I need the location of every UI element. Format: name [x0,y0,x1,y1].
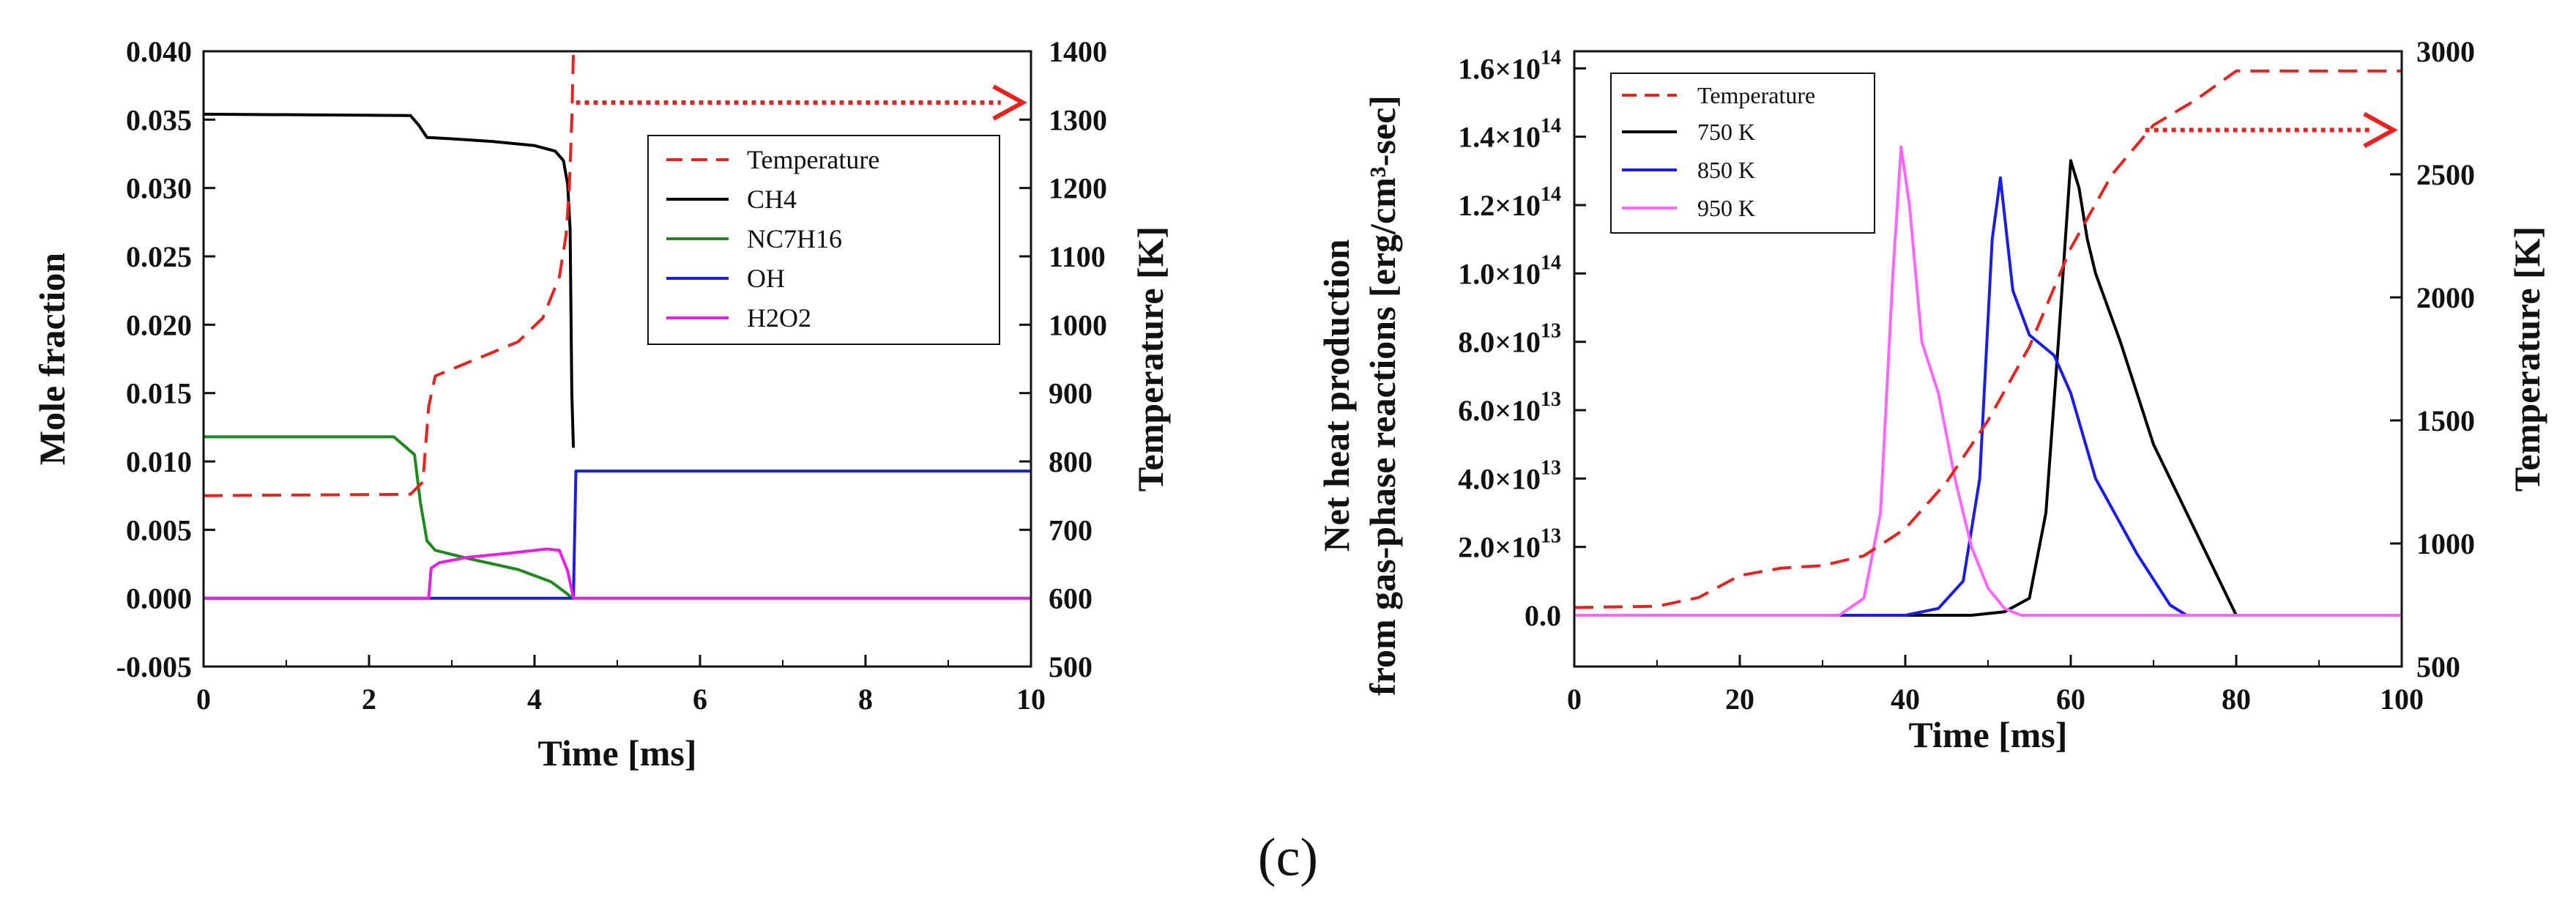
left-chart: -0.005 0.000 0.005 0.010 0.015 0.020 0.025 0.03… [31,35,1171,773]
right-chart: 0.0 2.0×1013 4.0×1013 6.0×1013 8.0×1013 1.0×1… [1316,35,2547,755]
left-y-tick-labels: -0.005 0.000 0.005 0.010 0.015 0.020 0.025 0.03… [116,35,192,683]
right-y-axis-title-line1: Net heat production [1316,239,1357,552]
left-legend-label-oh: OH [747,264,785,293]
left-y-tick-label: 0.020 [126,308,192,341]
right-y2-tick-label: 3000 [2416,35,2475,68]
right-x-tick-labels: 0 20 40 60 80 100 [1567,683,2424,716]
right-x-tick-label: 20 [1725,683,1754,716]
left-x-tick-label: 0 [196,683,211,716]
left-x-tick-label: 8 [858,683,873,716]
left-y-tick-label: 0.030 [126,172,192,205]
right-y-tick-label: 1.6×1014 [1458,46,1561,85]
right-y2-tick-label: 1000 [2416,527,2475,560]
left-temperature-arrow-head [992,84,1027,121]
right-legend-label-750k: 750 K [1697,119,1755,145]
left-y-tick-label: 0.025 [126,240,192,273]
right-y2-axis-title: Temperature [K] [2506,226,2547,491]
right-legend: Temperature 750 K 850 K 950 K [1610,73,1875,234]
right-y2-tick-label: 2500 [2416,158,2475,191]
left-y-tick-label: 0.000 [126,582,192,615]
right-series-clip [1574,69,2402,617]
left-x-tick-label: 10 [1016,683,1046,716]
left-legend-label-nc7h16: NC7H16 [747,224,842,253]
right-x-tick-label: 80 [2222,683,2251,716]
left-series-clip [204,51,1031,600]
right-legend-box [1610,73,1875,234]
right-series-850-k [1574,176,2402,617]
right-series-950-k [1574,145,2402,617]
left-y-tick-label: 0.015 [126,377,192,410]
right-series-temperature [1574,69,2402,609]
left-y2-tick-label: 1200 [1049,172,1107,205]
right-x-tick-label: 60 [2056,683,2085,716]
left-series-oh [204,470,1031,600]
left-legend-label-ch4: CH4 [747,185,797,214]
right-y-tick-label: 8.0×1013 [1458,320,1561,359]
right-x-axis-title: Time [ms] [1908,714,2067,755]
right-y2-tick-label: 500 [2416,650,2460,683]
right-plot-frame [1573,50,2403,668]
left-y-tick-label: 0.035 [126,103,192,136]
right-legend-label-temperature: Temperature [1697,82,1815,108]
left-legend-label-temperature: Temperature [747,145,879,174]
left-y-axis-title: Mole fraction [31,253,72,465]
right-y-tick-label: 2.0×1013 [1458,525,1561,564]
left-y2-tick-label: 1400 [1049,35,1107,68]
left-x-axis-title: Time [ms] [537,732,696,773]
left-y2-tick-label: 800 [1049,445,1092,478]
left-y-tick-label: 0.005 [126,513,192,546]
right-y-axis-title-line2: from gas-phase reactions [erg/cm³-sec] [1362,95,1403,696]
left-y2-axis-title: Temperature [K] [1130,226,1171,491]
left-y-tick-label: 0.040 [126,35,192,68]
left-y2-tick-label: 600 [1049,582,1092,615]
left-x-tick-label: 2 [362,683,376,716]
left-series-nc7h16 [204,435,573,600]
left-y-tick-label: 0.010 [126,445,192,478]
panel-label: (c) [1258,828,1318,888]
left-plot-frame [202,50,1032,668]
left-x-tick-label: 4 [527,683,542,716]
right-y-tick-label: 4.0×1013 [1458,456,1561,495]
left-y2-tick-label: 900 [1049,377,1092,410]
right-y2-tick-label: 2000 [2416,281,2475,314]
right-y-tick-label: 1.2×1014 [1458,183,1561,222]
right-temperature-arrow-head [2363,111,2398,149]
left-legend: Temperature CH4 NC7H16 OH H2O2 [647,135,1000,345]
left-series-ch4 [204,112,576,448]
right-x-tick-label: 0 [1567,683,1582,716]
right-series-group [1574,69,2402,617]
right-y-tick-label: 1.0×1014 [1458,251,1561,290]
left-y2-tick-label: 1100 [1049,240,1106,273]
left-y-tick-label: -0.005 [116,650,192,683]
right-y-tick-label: 1.4×1014 [1458,115,1561,154]
left-y2-tick-label: 500 [1049,650,1092,683]
right-x-tick-label: 40 [1891,683,1920,716]
right-y-tick-label: 0.0 [1525,599,1561,632]
left-y2-tick-label: 700 [1049,513,1092,546]
right-y-tick-labels: 0.0 2.0×1013 4.0×1013 6.0×1013 8.0×1013 1.0×1… [1458,46,1561,632]
left-series-h2o2 [204,547,1031,600]
right-x-tick-label: 100 [2380,683,2424,716]
left-x-tick-labels: 0 2 4 6 8 10 [196,683,1046,716]
left-y2-tick-labels: 500 600 700 800 900 1000 1100 1200 1300 1400 [1049,35,1107,683]
left-series-group [204,51,1031,600]
right-y2-tick-labels: 500 1000 1500 2000 2500 3000 [2416,35,2475,683]
left-series-temperature [204,51,576,497]
right-legend-label-850k: 850 K [1697,157,1755,183]
left-x-tick-label: 6 [693,683,707,716]
left-y2-tick-label: 1000 [1049,308,1107,341]
left-y2-tick-label: 1300 [1049,103,1107,136]
right-legend-label-950k: 950 K [1697,195,1755,221]
right-y-tick-label: 6.0×1013 [1458,388,1561,427]
left-legend-label-h2o2: H2O2 [747,303,811,333]
right-y2-tick-label: 1500 [2416,404,2475,437]
right-series-750-k [1574,159,2402,617]
